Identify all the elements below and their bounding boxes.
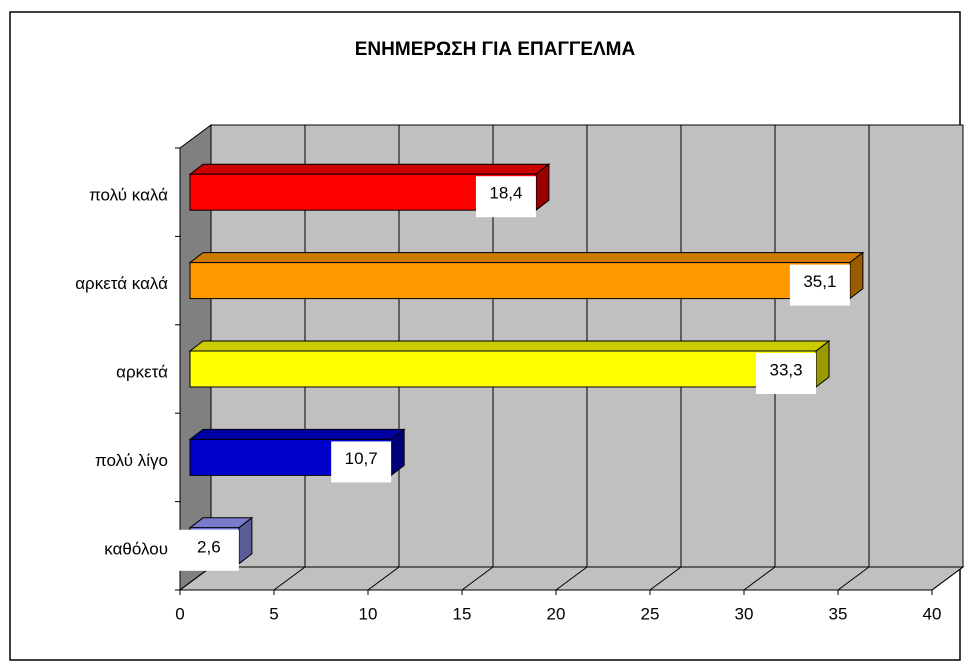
floor-grid-line	[837, 566, 870, 591]
floor-grid-line	[367, 566, 400, 591]
value-label-box	[756, 353, 817, 394]
x-tick-label: 0	[175, 604, 184, 623]
floor-grid-line	[649, 566, 682, 591]
bar	[189, 262, 851, 300]
x-tick-label: 20	[547, 604, 566, 623]
bar-top	[188, 163, 551, 175]
x-tick-label: 10	[359, 604, 378, 623]
value-label: 35,1	[803, 272, 836, 291]
y-tick-label: αρκετά	[116, 362, 168, 381]
value-label: 18,4	[489, 184, 522, 203]
value-label-box	[789, 264, 850, 306]
bar-top	[188, 428, 406, 440]
bar-top	[188, 252, 865, 264]
value-label-box	[178, 529, 239, 571]
bar-top	[188, 340, 831, 352]
y-tick-label: αρκετά καλά	[75, 274, 168, 293]
value-label-box	[331, 441, 392, 483]
x-tick-label: 30	[735, 604, 754, 623]
chart-title: ΕΝΗΜΕΡΩΣΗ ΓΙΑ ΕΠΑΓΓΕΛΜΑ	[355, 39, 636, 60]
floor-grid-line	[179, 566, 212, 591]
value-label-box	[475, 176, 536, 218]
x-tick-label: 40	[923, 604, 942, 623]
x-tick-label: 35	[829, 604, 848, 623]
y-tick-label: καθόλου	[104, 539, 168, 558]
y-tick-label: πολύ λίγο	[95, 451, 168, 470]
value-label: 2,6	[197, 537, 221, 556]
floor-grid-line	[461, 566, 494, 591]
bar	[189, 350, 817, 388]
floor-grid-line	[555, 566, 588, 591]
y-tick-label: πολύ καλά	[89, 186, 168, 205]
x-tick-label: 25	[641, 604, 660, 623]
floor-grid-line	[743, 566, 776, 591]
value-label: 33,3	[769, 360, 802, 379]
x-tick-label: 5	[269, 604, 278, 623]
x-tick-label: 15	[453, 604, 472, 623]
value-label: 10,7	[345, 449, 378, 468]
floor-grid-line	[931, 566, 964, 591]
floor-grid-line	[273, 566, 306, 591]
